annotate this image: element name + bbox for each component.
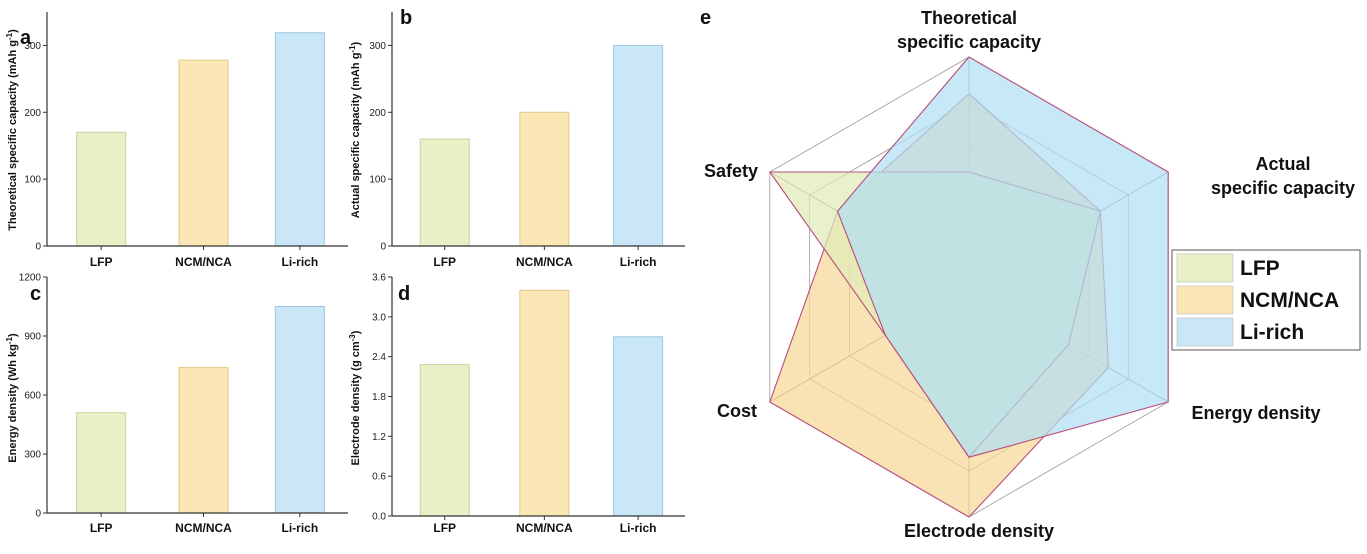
- y-axis-label: Energy density (Wh kg-1): [5, 333, 20, 463]
- x-tick-label: NCM/NCA: [516, 255, 573, 269]
- x-tick-label: NCM/NCA: [516, 521, 573, 535]
- bar-li-rich: [613, 336, 664, 517]
- y-tick-label: 0: [35, 242, 41, 253]
- radar-axis-label: Theoretical specific capacity: [897, 8, 1041, 52]
- x-tick-label: LFP: [433, 255, 456, 269]
- legend-swatch: [1176, 285, 1234, 315]
- bar-lfp: [419, 138, 470, 247]
- y-tick-label: 0.6: [372, 472, 386, 483]
- y-tick-label: 1.8: [372, 392, 386, 403]
- radar-axis-label: Actual specific capacity: [1211, 154, 1355, 198]
- y-tick-label: 300: [369, 41, 386, 52]
- x-tick-label: Li-rich: [282, 521, 319, 535]
- panel-e-radar-chart: e Theoretical specific capacity Actual speci…: [700, 7, 1361, 541]
- legend-label: LFP: [1240, 257, 1280, 280]
- y-tick-label: 200: [369, 108, 386, 119]
- y-tick-label: 200: [24, 108, 41, 119]
- legend-label: Li-rich: [1240, 321, 1304, 344]
- y-tick-label: 100: [24, 175, 41, 186]
- y-axis-label: Theoretical specific capacity (mAh g-1): [5, 29, 20, 231]
- panel-letter-c: c: [30, 283, 41, 305]
- panel-letter-e: e: [700, 7, 711, 29]
- bar-li-rich: [274, 32, 325, 247]
- y-tick-label: 0: [35, 509, 41, 520]
- radar-axis-label: Cost: [717, 401, 757, 421]
- panel-letter-b: b: [400, 7, 412, 29]
- radar-axis-label: Electrode density: [904, 521, 1054, 541]
- bar-ncm-nca: [519, 289, 570, 517]
- bar-lfp: [76, 131, 127, 247]
- bar-ncm-nca: [178, 366, 229, 514]
- y-tick-label: 0: [380, 242, 386, 253]
- radar-axis-label: Energy density: [1191, 403, 1320, 423]
- radar-series-li-rich: [836, 56, 1169, 458]
- x-tick-label: Li-rich: [620, 255, 657, 269]
- bar-lfp: [419, 364, 470, 517]
- legend-label: NCM/NCA: [1240, 289, 1339, 312]
- bar-li-rich: [613, 44, 664, 247]
- x-tick-label: LFP: [90, 255, 113, 269]
- y-tick-label: 2.4: [372, 352, 386, 363]
- legend-swatch: [1176, 317, 1234, 347]
- y-tick-label: 900: [24, 332, 41, 343]
- panel-a-bar-chart: a LFP NCM/NCA Li-rich 0 100 200 300 Theoretical …: [5, 12, 348, 269]
- x-tick-label: Li-rich: [282, 255, 319, 269]
- panel-b-bar-chart: b LFP NCM/NCA Li-rich 0 100 200 300 Actual speci…: [348, 7, 685, 269]
- bar-ncm-nca: [178, 59, 229, 247]
- y-axis-label: Actual specific capacity (mAh g-1): [348, 41, 363, 218]
- panel-letter-d: d: [398, 283, 410, 305]
- bar-li-rich: [274, 306, 325, 514]
- bar-ncm-nca: [519, 111, 570, 247]
- y-tick-label: 600: [24, 391, 41, 402]
- radar-axis-label: Safety: [704, 161, 758, 181]
- y-tick-label: 0.0: [372, 512, 386, 523]
- legend-swatch: [1176, 253, 1234, 283]
- panel-letter-a: a: [20, 27, 32, 49]
- y-axis-label: Electrode density (g cm-3): [348, 330, 363, 465]
- y-tick-label: 100: [369, 175, 386, 186]
- y-tick-label: 3.6: [372, 273, 386, 284]
- legend: LFP NCM/NCA Li-rich: [1171, 249, 1361, 351]
- x-tick-label: LFP: [90, 521, 113, 535]
- y-tick-label: 3.0: [372, 312, 386, 323]
- panel-c-bar-chart: c LFP NCM/NCA Li-rich 0 300 600 900 1200 Energy d…: [5, 273, 348, 535]
- x-tick-label: Li-rich: [620, 521, 657, 535]
- x-tick-label: NCM/NCA: [175, 255, 232, 269]
- y-tick-label: 300: [24, 450, 41, 461]
- x-tick-label: LFP: [433, 521, 456, 535]
- y-tick-label: 1200: [19, 273, 42, 284]
- bar-lfp: [76, 412, 127, 514]
- y-tick-label: 1.2: [372, 432, 386, 443]
- x-tick-label: NCM/NCA: [175, 521, 232, 535]
- y-tick-label: 300: [24, 41, 41, 52]
- panel-d-bar-chart: d LFP NCM/NCA Li-rich 0.0 0.6 1.2 1.8 2.4 3.0 3.6 E…: [348, 273, 685, 535]
